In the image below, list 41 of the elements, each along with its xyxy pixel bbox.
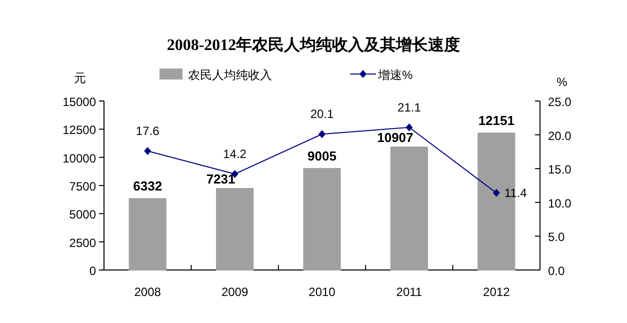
data-label: 20.1 <box>310 107 334 122</box>
data-label: 9005 <box>308 148 336 164</box>
y-tick-label: 10000 <box>62 151 96 166</box>
point <box>144 147 152 156</box>
y-tick-label: 5000 <box>69 208 96 222</box>
x-tick-label: 2008 <box>134 285 162 299</box>
y-tick-label: 0 <box>89 264 96 278</box>
data-label: 21.1 <box>398 100 422 114</box>
data-label: 10907 <box>377 130 414 146</box>
y-tick-label: 7500 <box>69 180 96 194</box>
point <box>318 130 326 138</box>
point <box>406 123 413 132</box>
x-tick-label: 2010 <box>308 285 336 299</box>
data-label: 7231 <box>206 172 236 187</box>
data-label: 6332 <box>133 178 162 194</box>
y-tick-label: 2500 <box>69 236 96 250</box>
y2-tick-label: 20.0 <box>548 128 572 143</box>
y-axis-title: 元 <box>74 71 86 85</box>
bar <box>303 168 341 270</box>
y2-axis-title: % <box>556 75 568 89</box>
point <box>492 188 500 197</box>
data-label: 11.4 <box>504 186 528 200</box>
y2-tick-label: 5.0 <box>548 230 566 244</box>
x-tick-label: 2009 <box>221 285 248 299</box>
bar <box>390 146 428 270</box>
y2-tick-label: 15.0 <box>548 162 572 177</box>
chart-title: 2008-2012年农民人均纯收入及其增长速度 <box>166 35 460 54</box>
y2-tick-label: 25.0 <box>548 95 572 109</box>
data-label: 17.6 <box>136 124 160 138</box>
bar <box>216 188 254 270</box>
y2-tick-label: 0.0 <box>548 264 566 278</box>
y-tick-label: 15000 <box>62 95 96 109</box>
bar <box>128 198 166 270</box>
y-tick-label: 12500 <box>62 123 96 138</box>
legend-label: 农民人均纯收入 <box>188 68 272 82</box>
data-label: 12151 <box>478 113 514 128</box>
data-label: 14.2 <box>223 147 247 162</box>
y2-tick-label: 10.0 <box>548 196 572 210</box>
x-tick-label: 2012 <box>483 285 510 299</box>
x-tick-label: 2011 <box>396 285 422 299</box>
legend-label: 增速% <box>377 68 413 82</box>
